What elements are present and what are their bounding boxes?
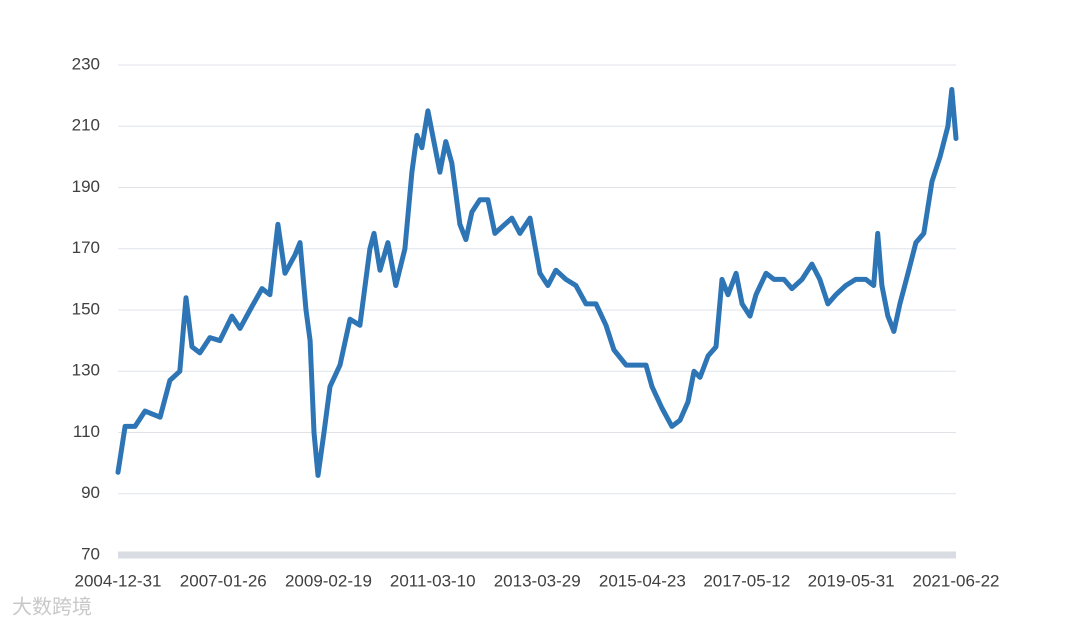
y-tick-label: 190 <box>72 177 100 196</box>
x-tick-label: 2009-02-19 <box>285 571 372 590</box>
y-tick-label: 110 <box>73 422 100 441</box>
y-tick-label: 170 <box>72 238 100 257</box>
line <box>115 87 959 478</box>
x-tick-label: 2011-03-10 <box>390 571 476 590</box>
x-tick-label: 2017-05-12 <box>703 571 790 590</box>
x-tick-label: 2019-05-31 <box>808 571 895 590</box>
x-tick-label: 2004-12-31 <box>75 571 162 590</box>
x-tick-label: 2013-03-29 <box>494 571 581 590</box>
y-tick-label: 150 <box>72 299 100 318</box>
x-tick-label: 2007-01-26 <box>180 571 267 590</box>
x-tick-label: 2015-04-23 <box>599 571 686 590</box>
y-tick-label: 210 <box>72 116 100 135</box>
watermark: 大数跨境 <box>12 595 92 619</box>
y-tick-label: 130 <box>72 361 100 380</box>
y-tick-label: 90 <box>81 483 100 502</box>
x-tick-label: 2021-06-22 <box>913 571 1000 590</box>
y-tick-label: 70 <box>81 544 100 563</box>
y-tick-label: 230 <box>72 54 100 73</box>
